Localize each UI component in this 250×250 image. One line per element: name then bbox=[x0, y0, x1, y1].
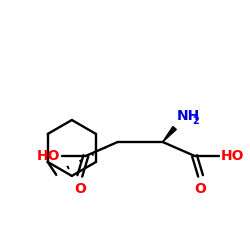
Text: O: O bbox=[74, 182, 86, 196]
Text: NH: NH bbox=[176, 109, 200, 123]
Text: 2: 2 bbox=[192, 116, 199, 126]
Text: O: O bbox=[194, 182, 206, 196]
Text: HO: HO bbox=[220, 149, 244, 163]
Text: HO: HO bbox=[36, 149, 60, 163]
Polygon shape bbox=[163, 126, 176, 142]
